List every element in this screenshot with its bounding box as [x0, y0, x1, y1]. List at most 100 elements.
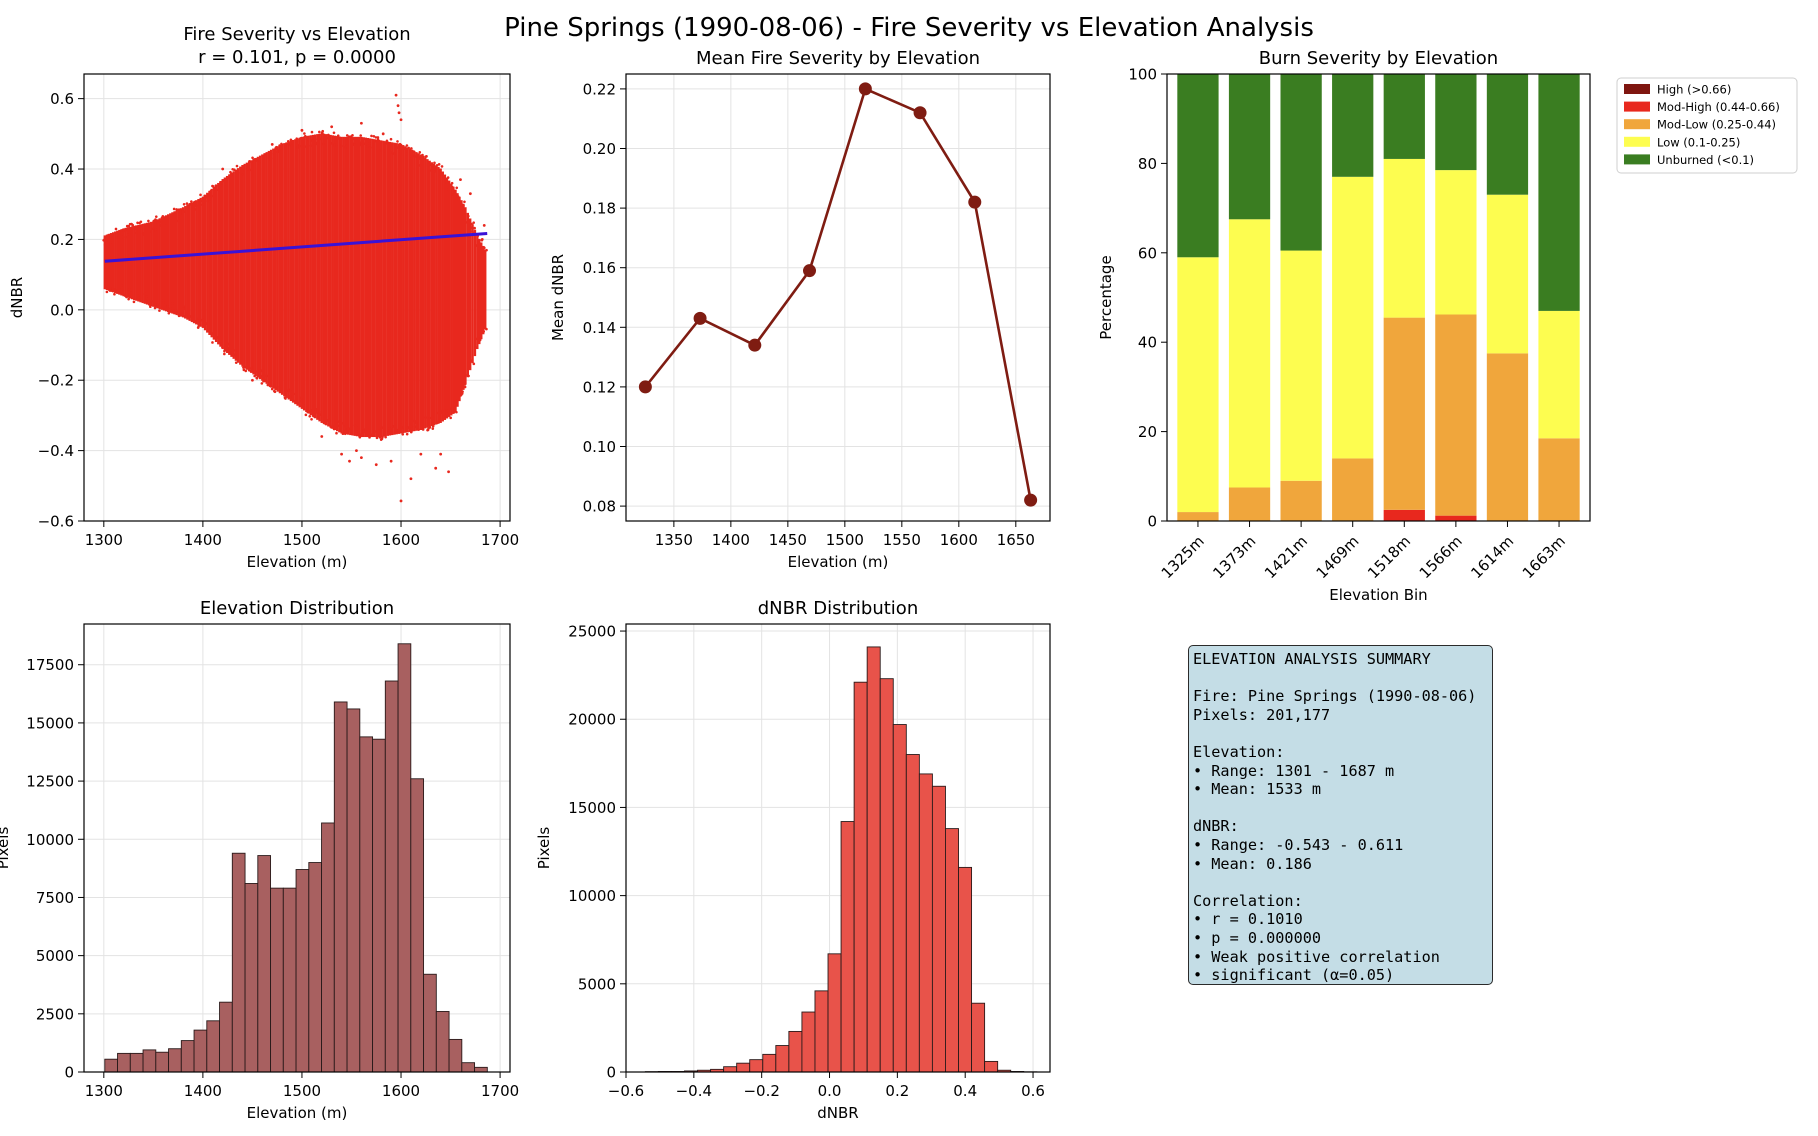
scatter-point: [309, 135, 312, 416]
scatter-point: [439, 168, 442, 423]
scatter-point: [280, 143, 284, 395]
scatter-point: [200, 318, 203, 322]
scatter-point: [106, 285, 110, 289]
scatter-point: [249, 160, 253, 163]
scatter-point: [435, 165, 438, 425]
mean-dnbr-marker: [693, 311, 707, 325]
scatter-point: [177, 209, 181, 316]
x-tick-label: 1469m: [1313, 532, 1363, 582]
scatter-point: [243, 163, 246, 369]
scatter-point: [439, 452, 443, 456]
scatter-point: [428, 416, 432, 420]
regression-line: [104, 231, 488, 263]
scatter-point: [211, 332, 214, 335]
x-tick-label: 1600: [382, 531, 420, 549]
x-tick-label: 1700: [481, 1082, 519, 1100]
burn-stack-axes: 1325m 1373m 1421m 1469m 1518m 1566m 1614m 1663m…: [1097, 48, 1591, 604]
stack-segment: [1228, 74, 1271, 220]
scatter-point: [327, 134, 330, 427]
histogram-bar: [155, 1051, 170, 1073]
x-tick-label: 1325m: [1158, 532, 1208, 582]
summary-correlation-r: • r = 0.1010: [1193, 910, 1303, 929]
scatter-point: [303, 132, 306, 135]
scatter-point: [321, 129, 325, 133]
scatter-point: [111, 232, 115, 293]
scatter-point: [456, 193, 459, 407]
scatter-point: [130, 226, 134, 300]
scatter-point: [139, 220, 143, 224]
scatter-point: [211, 341, 214, 344]
scatter-point: [209, 196, 212, 199]
scatter-point: [292, 399, 296, 403]
scatter-point: [427, 427, 430, 430]
scatter-point: [365, 430, 369, 433]
scatter-point: [362, 431, 366, 434]
scatter-point: [196, 326, 200, 329]
scatter-point: [199, 199, 203, 203]
scatter-point: [482, 223, 486, 227]
scatter-point: [377, 139, 381, 438]
scatter-point: [214, 184, 218, 343]
y-tick-label: 60: [1138, 244, 1157, 262]
scatter-point: [336, 134, 340, 137]
scatter-point: [432, 165, 436, 169]
scatter-point: [225, 175, 229, 353]
scatter-point: [418, 164, 422, 167]
scatter-point: [391, 425, 395, 428]
scatter-point: [117, 231, 121, 235]
scatter-point: [201, 196, 205, 328]
x-tick-label: 1400: [184, 1082, 222, 1100]
scatter-point: [458, 196, 461, 402]
scatter-point: [227, 176, 231, 179]
scatter-point: [357, 136, 361, 437]
scatter-point: [162, 300, 165, 304]
scatter-point: [441, 409, 444, 413]
scatter-point: [366, 426, 370, 430]
scatter-point: [397, 111, 401, 115]
scatter-point: [397, 143, 401, 434]
x-tick-label: 1373m: [1209, 532, 1259, 582]
scatter-point: [127, 297, 130, 301]
scatter-point: [152, 221, 155, 307]
scatter-point: [258, 155, 262, 380]
scatter-point: [300, 136, 304, 409]
scatter-point: [388, 141, 392, 436]
scatter-point: [426, 159, 429, 428]
scatter-point: [479, 336, 483, 340]
scatter-point: [480, 324, 484, 327]
scatter-point: [382, 140, 385, 437]
stack-segment: [1383, 317, 1425, 510]
scatter-point: [278, 144, 281, 147]
scatter-point: [272, 148, 275, 389]
scatter-point: [428, 160, 431, 427]
scatter-point: [419, 452, 423, 456]
histogram-bar: [905, 754, 920, 1073]
scatter-point: [384, 435, 387, 439]
scatter-point: [455, 410, 458, 414]
scatter-point: [233, 353, 237, 357]
scatter-point: [360, 429, 364, 433]
plot-frame: [625, 623, 1051, 1073]
stack-segment: [1486, 194, 1529, 354]
scatter-point: [380, 437, 384, 441]
scatter-point: [347, 427, 351, 431]
scatter-point: [125, 295, 128, 299]
legend-swatch: [1624, 154, 1650, 165]
histogram-bar: [270, 887, 284, 1073]
scatter-point: [394, 93, 398, 97]
scatter-point: [349, 136, 352, 436]
scatter-point: [335, 136, 339, 432]
scatter-point: [226, 348, 230, 351]
scatter-point: [346, 136, 350, 435]
scatter-point: [443, 174, 447, 420]
plot-frame: [83, 73, 511, 522]
scatter-point: [396, 146, 400, 149]
y-tick-label: 0.16: [583, 259, 616, 277]
scatter-point: [454, 399, 458, 403]
histogram-bar: [142, 1049, 157, 1073]
scatter-point: [273, 390, 277, 394]
y-axis-label: Pixels: [0, 827, 12, 870]
scatter-point: [219, 181, 222, 184]
scatter-point: [449, 416, 452, 420]
scatter-point: [136, 294, 140, 297]
